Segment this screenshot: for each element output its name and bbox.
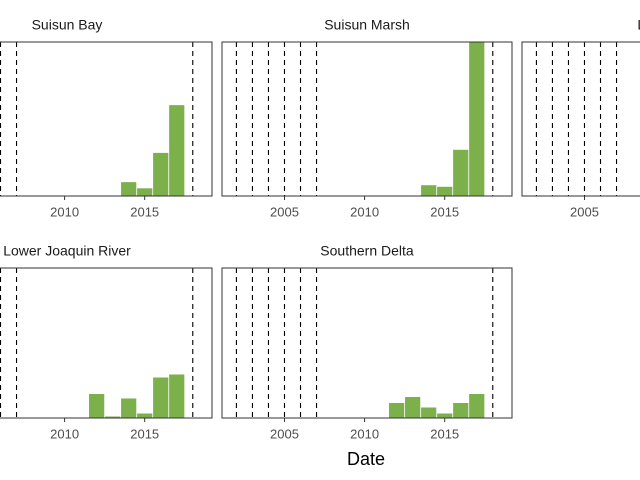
x-tick-label: 2005	[270, 426, 299, 441]
x-tick-label: 2010	[50, 426, 79, 441]
bar	[89, 394, 105, 418]
x-tick-label: 2015	[130, 426, 159, 441]
bar	[153, 377, 169, 418]
bar	[453, 403, 469, 418]
x-tick-label: 2005	[270, 204, 299, 219]
x-axis-title: Date	[347, 449, 385, 469]
facet: 2005 2010 2015 Southern Delta	[221, 243, 513, 441]
bar	[437, 413, 453, 418]
bar	[469, 42, 485, 196]
panel-border	[521, 41, 640, 197]
bar	[421, 185, 437, 196]
bar	[137, 413, 153, 418]
bar	[121, 398, 137, 418]
bar	[153, 152, 169, 196]
x-tick-label: 2015	[430, 426, 459, 441]
bar	[453, 149, 469, 196]
bar	[437, 186, 453, 196]
x-tick-label: 2015	[130, 204, 159, 219]
facet-title: Lower Sa	[637, 17, 640, 33]
x-tick-label: 2010	[350, 204, 379, 219]
bar	[405, 397, 421, 418]
bar	[137, 188, 153, 196]
bar	[105, 416, 121, 418]
facet-title: Southern Delta	[320, 243, 414, 259]
facet-title: Suisun Marsh	[324, 17, 410, 33]
panel-border	[0, 41, 213, 197]
panel-border	[0, 267, 213, 419]
bar	[389, 403, 405, 418]
facet-title: Suisun Bay	[32, 17, 103, 33]
x-tick-label: 2010	[50, 204, 79, 219]
panel-border	[221, 267, 513, 419]
bar	[421, 407, 437, 418]
bar	[121, 182, 137, 196]
facet: 2005 2010 2015 Suisun Marsh	[221, 17, 513, 219]
bar	[169, 374, 185, 418]
bar	[169, 105, 185, 196]
panel-border	[221, 41, 513, 197]
x-tick-label: 2005	[570, 204, 599, 219]
x-tick-label: 2015	[430, 204, 459, 219]
facet-title: Lower Joaquin River	[3, 243, 131, 259]
x-tick-label: 2010	[350, 426, 379, 441]
bar	[469, 394, 485, 418]
